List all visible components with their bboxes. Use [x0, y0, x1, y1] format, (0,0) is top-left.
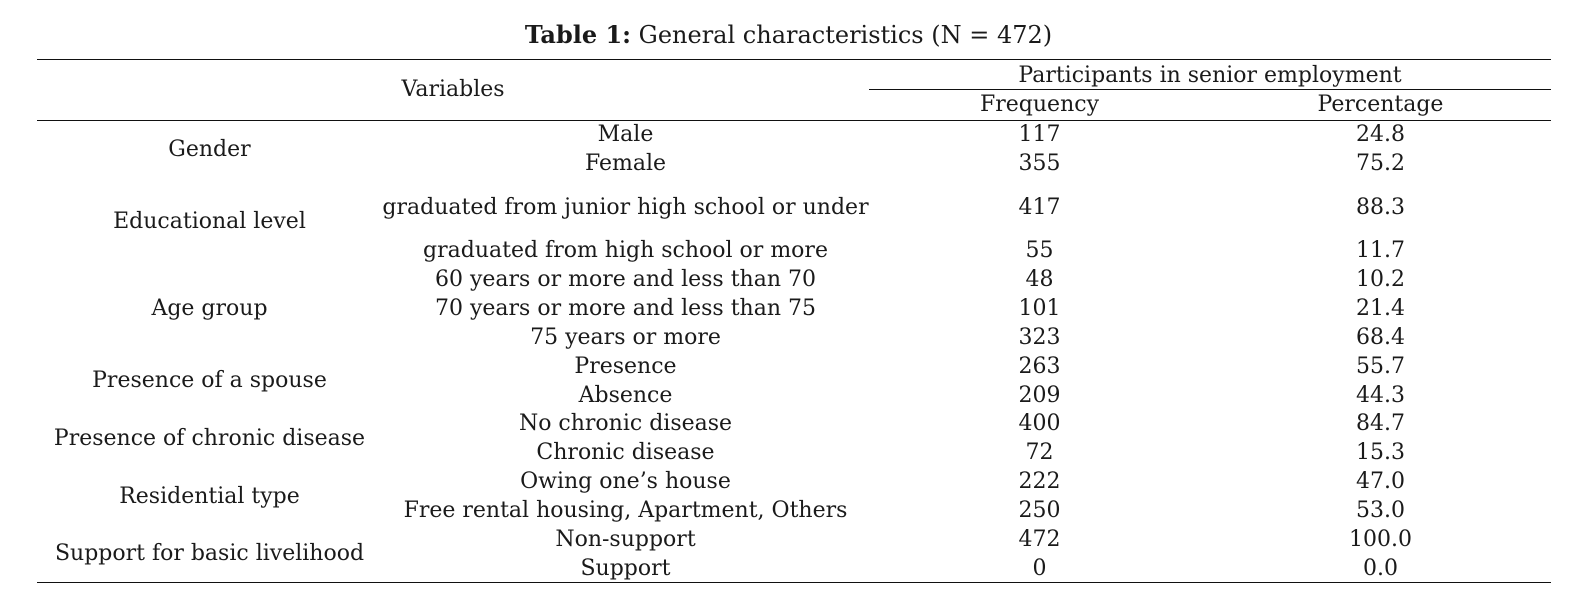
- row-category: 70 years or more and less than 75: [434, 295, 816, 321]
- row-category: 60 years or more and less than 70: [434, 266, 816, 292]
- row-frequency: 48: [1025, 266, 1054, 292]
- row-frequency: 417: [1018, 194, 1061, 220]
- row-frequency: 117: [1018, 122, 1061, 148]
- group-label: Presence of a spouse: [92, 368, 327, 394]
- group-header-rule: [869, 89, 1551, 90]
- row-category: Support: [580, 555, 671, 581]
- row-percentage: 47.0: [1356, 469, 1405, 495]
- row-category: Female: [584, 151, 667, 177]
- row-frequency: 0: [1032, 555, 1047, 581]
- row-frequency: 472: [1018, 527, 1061, 553]
- group-label: Educational level: [113, 209, 306, 235]
- row-frequency: 72: [1025, 440, 1054, 466]
- row-frequency: 222: [1018, 469, 1061, 495]
- row-category: Free rental housing, Apartment, Others: [403, 498, 848, 524]
- row-category: 75 years or more: [530, 324, 721, 350]
- row-percentage: 44.3: [1356, 382, 1405, 408]
- row-frequency: 263: [1018, 353, 1061, 379]
- row-frequency: 355: [1018, 151, 1061, 177]
- caption-label: Table 1:: [524, 20, 632, 49]
- header-bottom-rule: [37, 120, 1551, 121]
- header-percentage: Percentage: [1317, 92, 1444, 117]
- row-percentage: 15.3: [1356, 440, 1405, 466]
- row-category: No chronic disease: [518, 411, 733, 437]
- row-percentage: 11.7: [1356, 238, 1405, 264]
- row-percentage: 0.0: [1363, 555, 1398, 581]
- row-frequency: 101: [1018, 295, 1061, 321]
- header-frequency: Frequency: [980, 92, 1099, 117]
- row-percentage: 55.7: [1356, 353, 1405, 379]
- row-category: graduated from high school or more: [423, 238, 828, 264]
- row-percentage: 84.7: [1356, 411, 1405, 437]
- row-percentage: 88.3: [1356, 194, 1405, 220]
- group-label: Presence of chronic disease: [53, 425, 366, 451]
- bottom-rule: [37, 582, 1551, 583]
- caption-text: General characteristics (N = 472): [638, 21, 1053, 49]
- top-rule: [37, 59, 1551, 60]
- row-percentage: 68.4: [1356, 324, 1405, 350]
- row-category: Non-support: [555, 527, 696, 553]
- row-frequency: 250: [1018, 498, 1061, 524]
- row-category: Chronic disease: [536, 440, 715, 466]
- row-percentage: 24.8: [1356, 122, 1405, 148]
- row-category: Owing one’s house: [520, 469, 731, 495]
- row-percentage: 10.2: [1356, 266, 1405, 292]
- row-percentage: 21.4: [1356, 295, 1405, 321]
- row-frequency: 209: [1018, 382, 1061, 408]
- row-percentage: 100.0: [1349, 527, 1412, 553]
- group-label: Gender: [168, 136, 251, 162]
- row-category: Male: [597, 122, 654, 148]
- row-percentage: 53.0: [1356, 498, 1405, 524]
- header-variables: Variables: [401, 77, 505, 102]
- table-caption: Table 1: General characteristics (N = 47…: [0, 20, 1577, 50]
- row-frequency: 55: [1025, 238, 1054, 264]
- header-participants-group: Participants in senior employment: [1018, 63, 1402, 88]
- group-label: Residential type: [119, 483, 300, 509]
- row-frequency: 400: [1018, 411, 1061, 437]
- group-label: Age group: [151, 295, 268, 321]
- row-category: graduated from junior high school or und…: [382, 194, 869, 220]
- row-category: Absence: [578, 382, 673, 408]
- row-frequency: 323: [1018, 324, 1061, 350]
- group-label: Support for basic livelihood: [54, 541, 365, 567]
- row-percentage: 75.2: [1356, 151, 1405, 177]
- row-category: Presence: [574, 353, 677, 379]
